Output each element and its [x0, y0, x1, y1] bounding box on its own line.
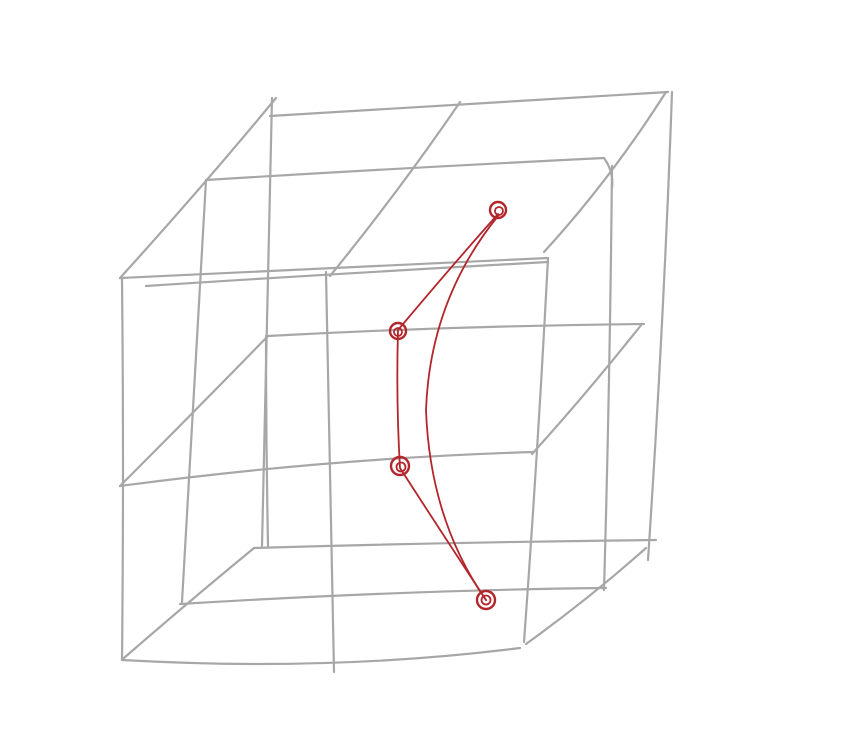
- depth-top-middle: [328, 100, 462, 278]
- path-nodes: [388, 200, 508, 611]
- mid-layer-bottom: [178, 586, 608, 606]
- front-top-edge: [118, 256, 550, 280]
- mid-layer-middle: [266, 322, 646, 338]
- front-middle-horizontal: [118, 450, 536, 488]
- front-middle-vertical: [324, 270, 336, 674]
- top-face-middle-line: [144, 260, 550, 288]
- mid-layer-right: [602, 164, 614, 592]
- node-top: [488, 200, 508, 220]
- back-left-edge: [260, 96, 274, 548]
- arc-curve: [425, 215, 499, 601]
- node-bottom: [475, 589, 497, 611]
- mid-vertical-back: [264, 334, 270, 548]
- depth-middle-left: [118, 334, 270, 488]
- node-lower-middle: [389, 455, 411, 477]
- cube-lattice: [118, 90, 674, 674]
- front-left-edge: [120, 276, 125, 662]
- back-right-edge: [646, 90, 674, 562]
- node-upper-middle: [388, 321, 408, 341]
- front-bottom-edge: [120, 646, 522, 666]
- depth-bottom-right: [524, 546, 648, 646]
- depth-top-left: [118, 96, 278, 280]
- depth-bottom-left: [122, 546, 256, 660]
- mid-layer-left: [180, 178, 208, 604]
- back-bottom-edge: [252, 538, 658, 550]
- polyline-curve: [396, 213, 499, 601]
- depth-middle-right: [530, 322, 644, 456]
- depth-top-right: [542, 90, 668, 254]
- red-path: [396, 213, 499, 601]
- back-top-edge: [268, 90, 670, 118]
